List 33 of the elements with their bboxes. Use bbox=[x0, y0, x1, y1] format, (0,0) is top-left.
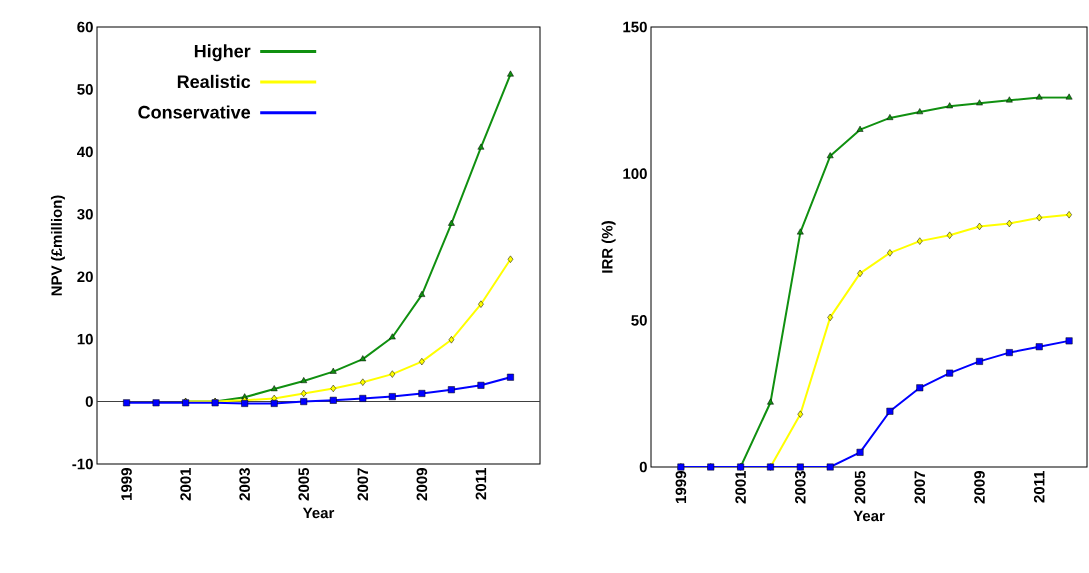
x-tick-label: 2003 bbox=[795, 471, 806, 504]
y-tick-label: 30 bbox=[77, 208, 93, 220]
x-tick-label: 2007 bbox=[914, 471, 926, 504]
legend-label: Higher bbox=[194, 44, 251, 62]
x-tick-label: 2011 bbox=[475, 467, 487, 500]
x-tick-label: 2001 bbox=[735, 470, 746, 504]
x-axis-title: Year bbox=[853, 510, 885, 522]
y-tick-label: 0 bbox=[85, 396, 93, 407]
y-tick-label: 60 bbox=[77, 21, 93, 33]
x-tick-label: 2005 bbox=[298, 467, 310, 501]
y-tick-label: 10 bbox=[77, 333, 93, 345]
y-tick-label: 150 bbox=[623, 21, 647, 33]
x-tick-label: 2003 bbox=[239, 468, 250, 501]
x-axis-title: Year bbox=[302, 507, 335, 519]
y-axis-title: IRR (%) bbox=[601, 221, 616, 273]
y-tick-label: 0 bbox=[639, 461, 647, 473]
y-tick-label: 100 bbox=[623, 168, 647, 179]
y-tick-label: 20 bbox=[77, 271, 93, 283]
y-tick-label: 50 bbox=[631, 315, 647, 326]
legend-label: Realistic bbox=[177, 74, 251, 89]
y-tick-label: -10 bbox=[72, 458, 93, 470]
x-tick-label: 2009 bbox=[416, 468, 428, 501]
x-tick-label: 2011 bbox=[1033, 470, 1045, 503]
x-tick-label: 2001 bbox=[180, 467, 191, 501]
x-tick-label: 1999 bbox=[675, 471, 687, 503]
x-tick-label: 2005 bbox=[854, 470, 866, 504]
y-axis-title: NPV (£million) bbox=[50, 195, 65, 296]
y-tick-label: 40 bbox=[77, 146, 93, 158]
legend-label: Conservative bbox=[138, 105, 251, 119]
x-tick-label: 2007 bbox=[357, 468, 369, 501]
x-tick-label: 2009 bbox=[974, 471, 985, 504]
y-tick-label: 50 bbox=[77, 84, 93, 95]
x-tick-label: 1999 bbox=[121, 468, 132, 500]
